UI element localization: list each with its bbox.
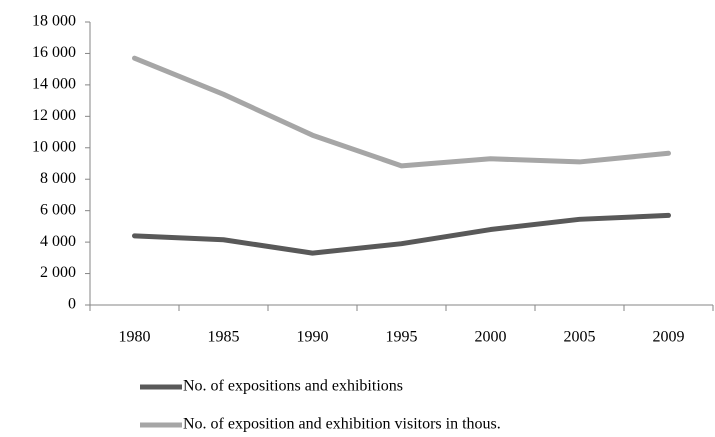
y-tick-label: 4 000 xyxy=(40,233,76,250)
x-tick-label: 1995 xyxy=(386,329,418,346)
y-tick-label: 10 000 xyxy=(32,138,76,155)
y-tick-label: 18 000 xyxy=(32,13,76,30)
y-tick-label: 6 000 xyxy=(40,201,76,218)
y-tick-label: 12 000 xyxy=(32,107,76,124)
series-line xyxy=(132,212,671,256)
y-tick-label: 0 xyxy=(68,296,76,313)
x-tick-label: 1980 xyxy=(119,329,151,346)
y-tick-label: 2 000 xyxy=(40,264,76,281)
x-tick-label: 2000 xyxy=(475,329,507,346)
x-tick-label: 2009 xyxy=(653,329,685,346)
x-tick-label: 1985 xyxy=(208,329,240,346)
legend-label: No. of exposition and exhibition visitor… xyxy=(183,416,501,433)
y-tick-label: 16 000 xyxy=(32,44,76,61)
y-tick-label: 8 000 xyxy=(40,170,76,187)
x-tick-label: 2005 xyxy=(564,329,596,346)
series-line xyxy=(132,55,671,169)
y-tick-label: 14 000 xyxy=(32,76,76,93)
x-tick-label: 1990 xyxy=(297,329,329,346)
legend-label: No. of expositions and exhibitions xyxy=(183,378,403,395)
